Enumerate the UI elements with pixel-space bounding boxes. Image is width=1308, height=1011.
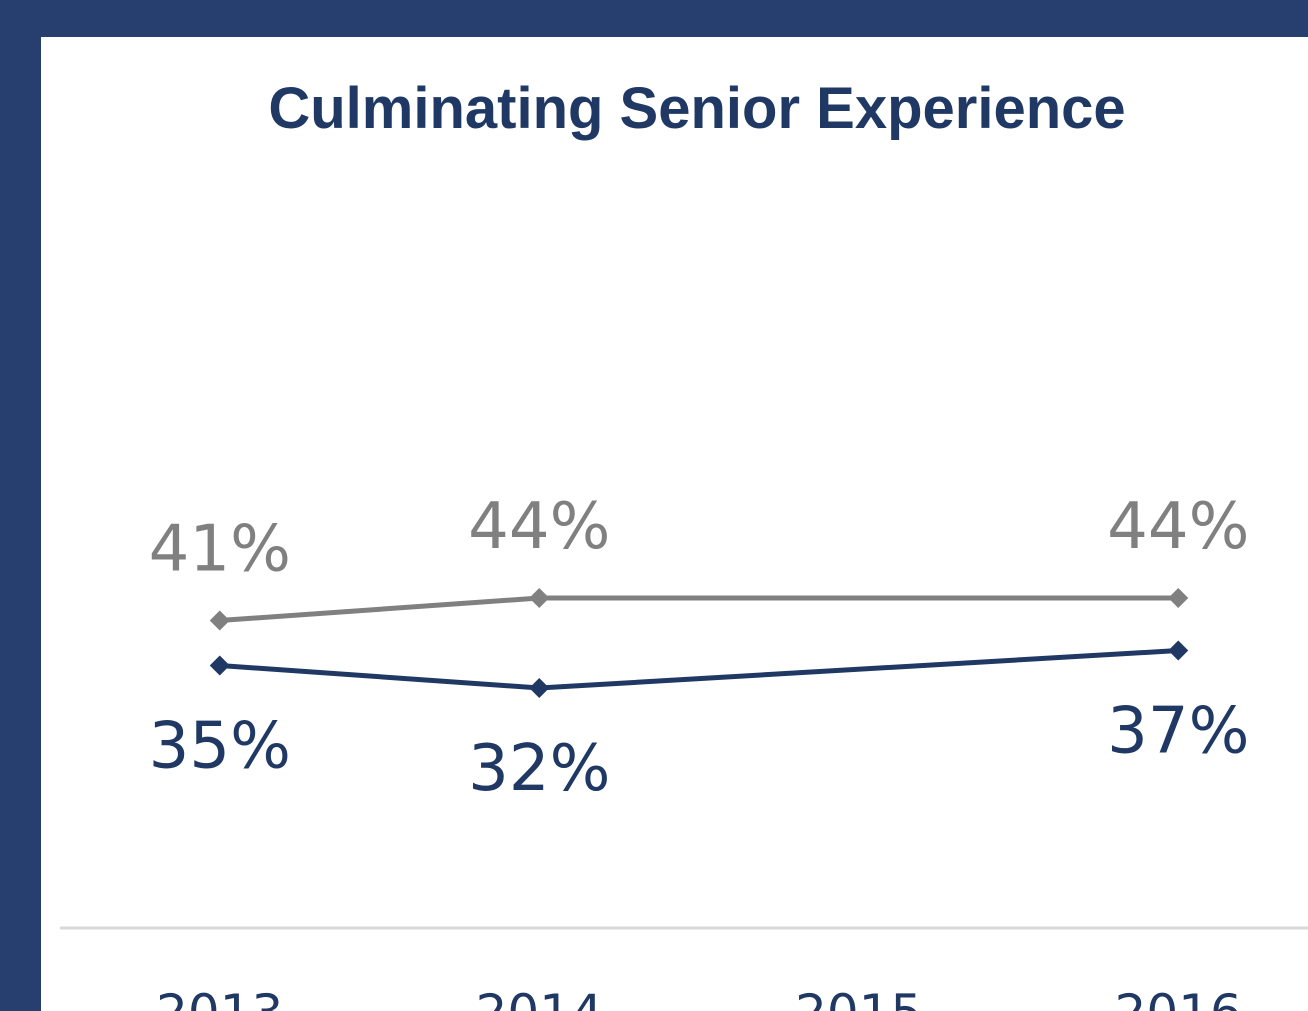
marker: [1168, 640, 1189, 661]
data-label: 44%: [468, 490, 610, 564]
x-tick-label: 2014: [476, 984, 603, 1011]
panel: [41, 37, 1308, 1011]
data-label: 41%: [149, 513, 291, 587]
data-label: 32%: [468, 732, 610, 806]
data-label: 37%: [1107, 695, 1249, 769]
data-label: 44%: [1107, 490, 1249, 564]
x-tick-label: 2013: [156, 984, 283, 1011]
marker: [529, 678, 550, 698]
marker: [1168, 588, 1189, 608]
marker: [209, 655, 230, 676]
chart-title: Culminating Senior Experience: [268, 76, 1125, 141]
marker: [209, 610, 230, 631]
x-tick-label: 2016: [1115, 984, 1242, 1011]
marker: [529, 588, 550, 608]
x-tick-label: 2015: [795, 984, 922, 1011]
data-label: 35%: [149, 710, 291, 784]
